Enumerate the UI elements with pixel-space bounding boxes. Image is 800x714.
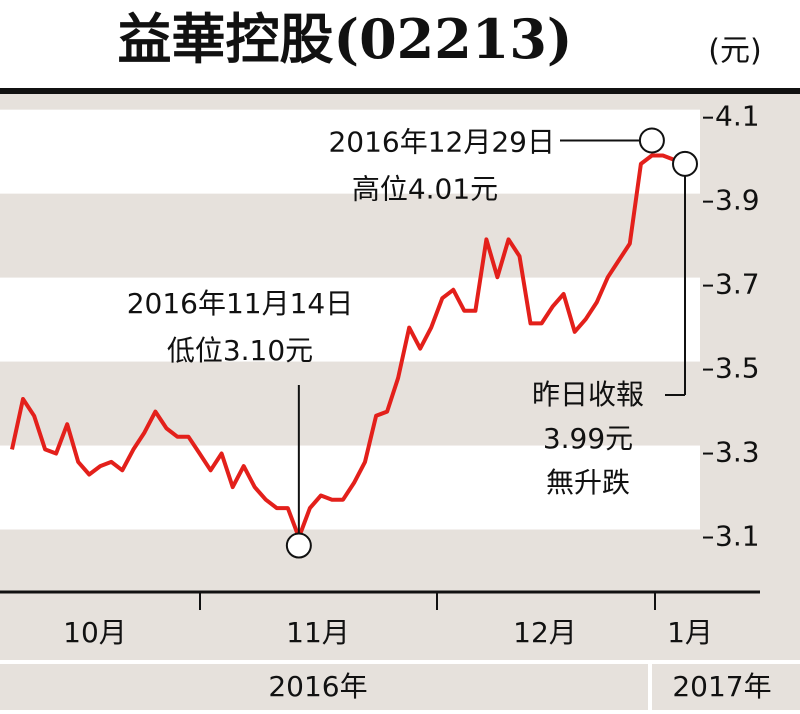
high-marker — [638, 127, 665, 154]
y-tick-label: 4.1 — [715, 100, 760, 133]
month-label: 1月 — [667, 616, 713, 649]
month-label: 12月 — [513, 616, 577, 649]
year-label: 2016年 — [268, 670, 367, 703]
annotation: 低位3.10元 — [167, 334, 313, 367]
annotation: 無升跌 — [546, 466, 630, 499]
month-label: 10月 — [63, 616, 127, 649]
year-label: 2017年 — [672, 670, 771, 703]
annotation: 2016年11月14日 — [127, 287, 354, 320]
low-marker — [285, 532, 312, 559]
title-bar — [0, 0, 800, 88]
unit-label: (元) — [708, 34, 761, 69]
band — [0, 109, 700, 194]
annotation: 2016年12月29日 — [328, 125, 555, 158]
price-line — [10, 153, 686, 540]
annotation: 3.99元 — [543, 422, 633, 455]
month-label: 11月 — [286, 616, 350, 649]
top-rule — [0, 88, 800, 94]
y-tick-label: 3.7 — [715, 268, 760, 301]
last-marker — [672, 150, 698, 177]
y-tick-label: 3.9 — [715, 184, 760, 217]
chart-title: 益華控股(02213) — [118, 7, 573, 71]
y-tick-label: 3.5 — [715, 352, 760, 385]
annotation: 高位4.01元 — [352, 172, 498, 205]
y-tick-label: 3.3 — [715, 436, 760, 469]
y-tick-label: 3.1 — [715, 520, 760, 553]
annotation: 昨日收報 — [532, 378, 644, 411]
